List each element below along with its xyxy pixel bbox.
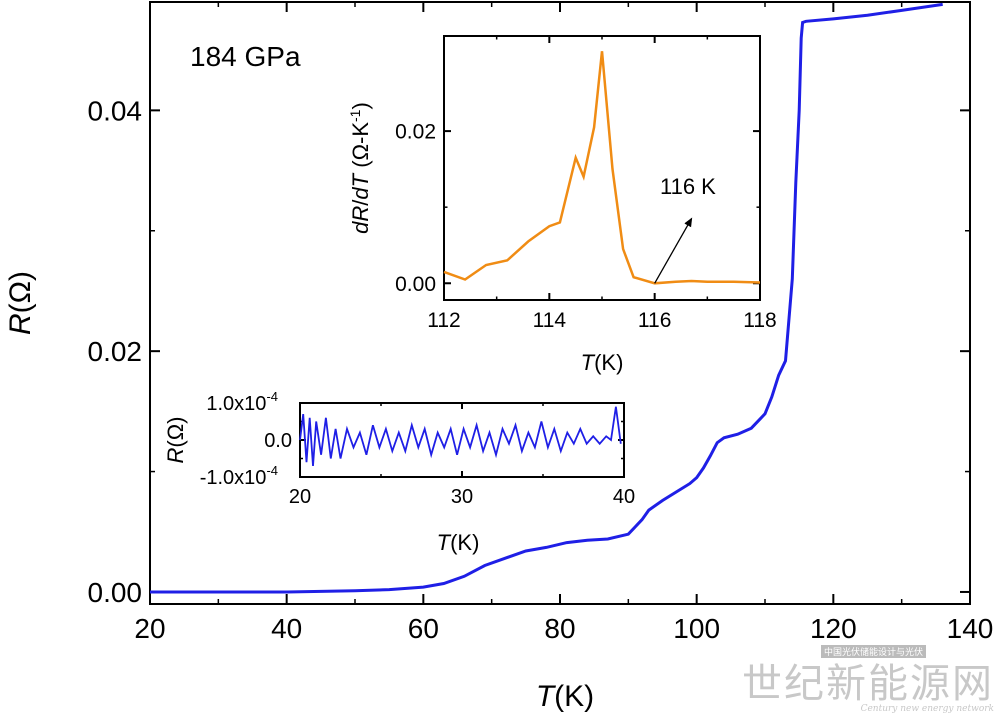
derivative-series-line bbox=[443, 51, 761, 285]
deriv-xtick-label: 112 bbox=[427, 309, 460, 332]
derivative-inset: 112 114 116 118 0.00 0.02 116 K T(K) dR/dT (Ω… bbox=[347, 35, 777, 375]
main-xtick-label: 60 bbox=[408, 613, 439, 644]
noise-ytick-label: 1.0x10-4 bbox=[206, 389, 278, 415]
noise-xtick-label: 40 bbox=[613, 486, 635, 508]
deriv-ytick-label: 0.00 bbox=[395, 273, 436, 296]
tc-annotation: 116 K bbox=[660, 174, 716, 199]
noise-ytick-label: 0.0 bbox=[264, 430, 292, 452]
main-ticks bbox=[149, 2, 971, 604]
derivative-plot-frame bbox=[443, 35, 761, 301]
main-xtick-label: 120 bbox=[810, 613, 857, 644]
derivative-tick-labels: 112 114 116 118 0.00 0.02 bbox=[395, 121, 777, 332]
main-xtick-label: 140 bbox=[947, 613, 994, 644]
main-xtick-label: 40 bbox=[271, 613, 302, 644]
noise-series-line bbox=[299, 406, 622, 466]
deriv-xtick-label: 118 bbox=[743, 309, 776, 332]
main-xtick-label: 100 bbox=[673, 613, 720, 644]
main-ytick-label: 0.04 bbox=[88, 95, 143, 126]
watermark-english: Century new energy network bbox=[860, 704, 994, 714]
derivative-ylabel: dR/dT (Ω-K-1) bbox=[347, 102, 373, 234]
noise-xtick-label: 30 bbox=[451, 486, 473, 508]
main-series-line bbox=[150, 2, 943, 594]
pressure-annotation: 184 GPa bbox=[190, 41, 301, 72]
watermark: 中国光伏储能设计与光伏 世纪新能源网 Century new energy ne… bbox=[742, 645, 994, 714]
deriv-ytick-label: 0.02 bbox=[395, 121, 436, 144]
main-ytick-label: 0.02 bbox=[88, 336, 143, 367]
noise-ytick-label: -1.0x10-4 bbox=[200, 463, 278, 489]
main-ytick-label: 0.00 bbox=[88, 577, 143, 608]
noise-inset: 20 30 40 -1.0x10-4 0.0 1.0x10-4 T(K) R(Ω) bbox=[163, 389, 635, 555]
derivative-xlabel: T(K) bbox=[581, 350, 624, 375]
main-xtick-label: 20 bbox=[134, 613, 165, 644]
watermark-chinese: 世纪新能源网 bbox=[742, 661, 994, 707]
main-tick-labels: 20 40 60 80 100 120 140 0.00 0.02 0.04 bbox=[88, 95, 994, 644]
noise-plot-frame bbox=[299, 402, 625, 478]
main-ylabel: R(Ω) bbox=[4, 271, 37, 335]
noise-ylabel: R(Ω) bbox=[163, 417, 188, 464]
noise-xlabel: T(K) bbox=[437, 530, 480, 555]
noise-xtick-label: 20 bbox=[289, 486, 311, 508]
tc-arrow bbox=[654, 217, 693, 284]
deriv-xtick-label: 114 bbox=[533, 309, 567, 332]
noise-tick-labels: 20 30 40 -1.0x10-4 0.0 1.0x10-4 bbox=[200, 389, 635, 508]
deriv-xtick-label: 116 bbox=[638, 309, 671, 332]
main-xlabel: T(K) bbox=[536, 680, 594, 713]
main-xtick-label: 80 bbox=[544, 613, 575, 644]
watermark-tag: 中国光伏储能设计与光伏 bbox=[820, 645, 926, 658]
